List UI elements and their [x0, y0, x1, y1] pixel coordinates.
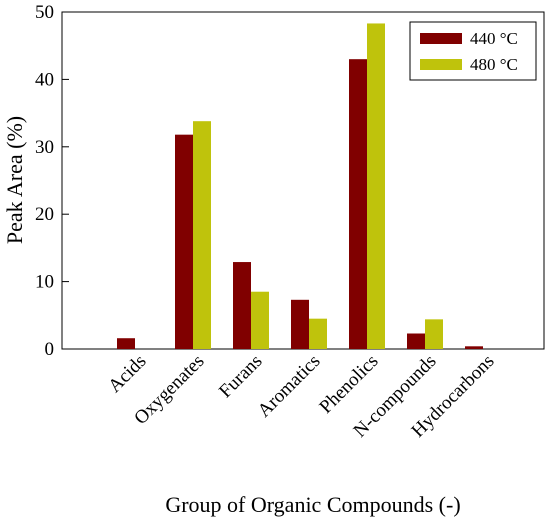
- bar-furans-0: [233, 262, 251, 349]
- y-tick-label: 50: [35, 2, 54, 23]
- legend: 440 °C 480 °C: [409, 21, 537, 81]
- x-tick-label-aromatics: Aromatics: [254, 351, 325, 422]
- bar-phenolics-0: [349, 59, 367, 350]
- bar-phenolics-1: [367, 23, 385, 349]
- bar-n-compounds-0: [407, 333, 425, 349]
- legend-swatch-440: [420, 33, 462, 44]
- legend-label-480: 480 °C: [470, 55, 518, 74]
- y-tick-label: 40: [35, 69, 54, 90]
- y-tick-label: 20: [35, 204, 54, 225]
- bar-oxygenates-1: [193, 121, 211, 349]
- y-tick-label: 30: [35, 137, 54, 158]
- bar-oxygenates-0: [175, 134, 193, 349]
- bars-group: [117, 23, 483, 350]
- legend-swatch-480: [420, 59, 462, 70]
- bar-furans-1: [251, 291, 269, 349]
- y-tick-label: 10: [35, 272, 54, 293]
- x-tick-label-acids: Acids: [104, 351, 150, 397]
- bar-acids-0: [117, 338, 135, 349]
- x-axis-title: Group of Organic Compounds (-): [165, 492, 460, 517]
- x-tick-label-furans: Furans: [215, 351, 266, 402]
- bar-aromatics-1: [309, 318, 327, 349]
- bar-aromatics-0: [291, 299, 309, 349]
- y-axis: 0 10 20 30 40 50: [35, 2, 69, 360]
- y-axis-title: Peak Area (%): [2, 116, 27, 244]
- y-tick-label: 0: [45, 339, 55, 360]
- bar-n-compounds-1: [425, 319, 443, 349]
- bar-hydrocarbons-0: [465, 346, 483, 349]
- legend-box: [409, 21, 537, 81]
- legend-label-440: 440 °C: [470, 29, 518, 48]
